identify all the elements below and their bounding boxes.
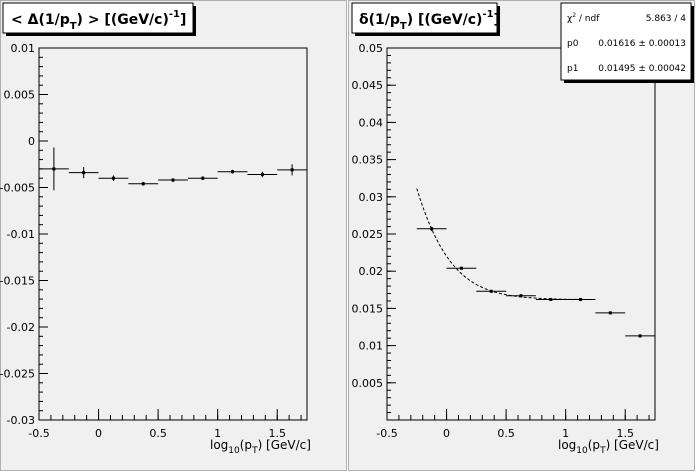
left-axis-ticks: -0.03 -0.025 -0.02 -0.015 -0.01 -0.005 0 0.005 0… [0, 42, 302, 440]
left-y-tick-label: -0.02 [7, 321, 35, 334]
left-data-point [171, 178, 175, 182]
left-y-tick-label: 0.01 [11, 42, 36, 55]
fit-stats-shadow-bottom [564, 80, 694, 83]
left-y-tick-label: -0.01 [7, 228, 35, 241]
left-chart-title: < Δ(1/pT) > [(GeV/c)-1] [11, 9, 186, 32]
chi2-value: 5.863 / 4 [646, 14, 687, 24]
left-x-tick-label: 1 [214, 427, 221, 440]
right-data-points [416, 226, 655, 338]
right-data-point [489, 289, 493, 293]
left-plot-frame [38, 47, 308, 421]
left-x-tick-label: 0 [95, 427, 102, 440]
right-data-point [549, 297, 553, 301]
left-y-tick-label: -0.005 [0, 182, 35, 195]
right-x-tick-label: 0.5 [497, 427, 515, 440]
left-x-tick-label: 1.5 [268, 427, 286, 440]
right-y-tick-label: 0.02 [359, 265, 384, 278]
right-title-shadow-bottom [355, 33, 500, 36]
right-chart-title: δ(1/pT) [(GeV/c)-1] [359, 9, 500, 32]
left-title-shadow-right [193, 6, 196, 36]
left-x-tick-label: -0.5 [28, 427, 49, 440]
right-title-box [351, 2, 498, 34]
left-title-box [2, 2, 194, 34]
right-y-tick-label: 0.01 [359, 340, 384, 353]
right-x-tick-label: 1.5 [616, 427, 634, 440]
right-data-point [430, 227, 434, 231]
left-y-tick-label: 0.005 [4, 89, 36, 102]
p0-value: 0.01616 ± 0.00013 [598, 39, 686, 49]
left-data-point [201, 176, 205, 180]
right-y-tick-label: 0.005 [352, 377, 384, 390]
right-y-tick-label: 0.045 [352, 79, 384, 92]
left-y-tick-label: -0.025 [0, 368, 35, 381]
right-data-point [519, 294, 523, 298]
right-x-tick-label: -0.5 [376, 427, 397, 440]
left-x-axis-label: log10(pT) [GeV/c] [210, 438, 311, 456]
left-data-point [111, 176, 115, 180]
left-data-point [52, 167, 56, 171]
right-y-tick-label: 0.025 [352, 228, 384, 241]
chi2-label: χ2 / ndf [567, 12, 600, 24]
left-data-points [39, 147, 307, 191]
left-data-point [231, 170, 235, 174]
left-pad: -0.03 -0.025 -0.02 -0.015 -0.01 -0.005 0 0.005 0… [0, 0, 347, 471]
right-y-tick-label: 0.03 [359, 191, 384, 204]
left-data-point [260, 172, 264, 176]
right-x-tick-label: 1 [562, 427, 569, 440]
left-data-point [290, 168, 294, 172]
right-pad: 0.005 0.01 0.015 0.02 0.025 0.03 0.035 0.04 0.04… [348, 0, 695, 471]
left-data-point [82, 171, 86, 175]
right-data-point [459, 266, 463, 270]
left-x-tick-label: 0.5 [149, 427, 167, 440]
right-y-tick-label: 0.035 [352, 154, 384, 167]
right-y-tick-label: 0.015 [352, 302, 384, 315]
left-y-tick-label: -0.03 [7, 414, 35, 427]
p1-label: p1 [567, 64, 578, 74]
fit-stats-box [560, 2, 692, 81]
right-data-point [579, 297, 583, 301]
right-plot-frame [386, 47, 656, 421]
p0-label: p0 [567, 39, 579, 49]
right-x-axis-label: log10(pT) [GeV/c] [558, 438, 659, 456]
left-y-tick-label: -0.015 [0, 275, 35, 288]
right-x-tick-label: 0 [443, 427, 450, 440]
right-data-point [608, 311, 612, 315]
left-y-tick-label: 0 [28, 135, 35, 148]
right-title-shadow-right [497, 6, 500, 36]
right-axis-ticks: 0.005 0.01 0.015 0.02 0.025 0.03 0.035 0.04 0.04… [352, 42, 650, 440]
fit-stats-shadow-right [691, 6, 694, 83]
left-title-shadow-bottom [6, 33, 196, 36]
right-data-point [638, 334, 642, 338]
left-data-point [141, 182, 145, 186]
p1-value: 0.01495 ± 0.00042 [598, 64, 686, 74]
right-y-tick-label: 0.04 [359, 116, 384, 129]
right-y-tick-label: 0.05 [359, 42, 384, 55]
